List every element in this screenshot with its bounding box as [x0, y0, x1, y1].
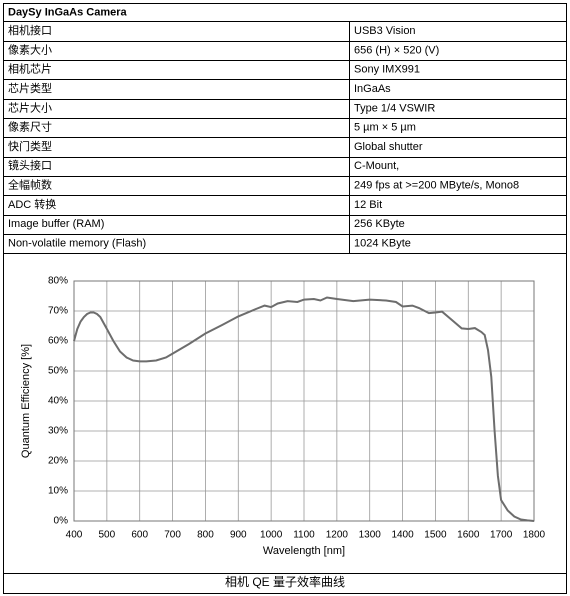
x-tick-label: 600 [131, 530, 148, 541]
x-tick-label: 1000 [260, 530, 283, 541]
y-axis-label: Quantum Efficiency [%] [20, 344, 32, 458]
x-tick-label: 1600 [457, 530, 480, 541]
x-tick-label: 500 [99, 530, 116, 541]
row-label: 像素大小 [8, 42, 52, 56]
row-label: 镜头接口 [8, 158, 52, 172]
row-label: 芯片大小 [8, 100, 52, 114]
y-tick-label: 0% [54, 516, 69, 527]
row-value: Global shutter [354, 141, 423, 153]
y-tick-label: 50% [48, 366, 68, 377]
y-tick-label: 70% [48, 306, 68, 317]
caption: 相机 QE 量子效率曲线 [225, 574, 345, 589]
x-tick-label: 1100 [293, 530, 315, 541]
x-axis-label: Wavelength [nm] [263, 545, 345, 557]
row-value: 249 fps at >=200 MByte/s, Mono8 [354, 179, 519, 191]
row-label: 全幅帧数 [8, 177, 52, 191]
row-label: Image buffer (RAM) [8, 218, 104, 230]
row-value: 256 KByte [354, 218, 405, 230]
row-label: 相机芯片 [8, 62, 52, 76]
row-label: 像素尺寸 [8, 120, 52, 134]
qe-curve [73, 296, 535, 522]
x-tick-label: 1400 [391, 530, 414, 541]
row-value: Type 1/4 VSWIR [354, 102, 435, 114]
x-tick-label: 800 [197, 530, 214, 541]
table-title: DaySy InGaAs Camera [8, 6, 127, 18]
row-value: 5 µm × 5 µm [354, 122, 416, 134]
x-tick-label: 1200 [326, 530, 349, 541]
y-tick-label: 40% [48, 396, 68, 407]
row-label: Non-volatile memory (Flash) [8, 237, 146, 249]
row-value: C-Mount, [354, 160, 399, 172]
x-tick-label: 1700 [490, 530, 513, 541]
row-value: InGaAs [354, 83, 391, 95]
row-value: USB3 Vision [354, 25, 416, 37]
y-tick-label: 80% [48, 276, 68, 287]
row-value: Sony IMX991 [354, 64, 420, 76]
frame [3, 3, 567, 594]
row-value: 1024 KByte [354, 237, 411, 249]
row-value: 656 (H) × 520 (V) [354, 44, 439, 56]
row-label: ADC 转换 [8, 197, 56, 211]
y-tick-label: 20% [48, 456, 68, 467]
x-tick-label: 1800 [523, 530, 546, 541]
x-tick-label: 400 [66, 530, 83, 541]
y-tick-label: 60% [48, 336, 68, 347]
row-label: 快门类型 [8, 139, 52, 153]
row-label: 芯片类型 [8, 81, 52, 95]
x-tick-label: 700 [164, 530, 181, 541]
x-tick-label: 1300 [359, 530, 382, 541]
plot-border [73, 280, 535, 522]
y-tick-label: 10% [48, 486, 68, 497]
row-label: 相机接口 [8, 23, 52, 37]
x-tick-label: 900 [230, 530, 247, 541]
x-tick-label: 1500 [424, 530, 447, 541]
y-tick-label: 30% [48, 426, 68, 437]
row-value: 12 Bit [354, 199, 382, 211]
